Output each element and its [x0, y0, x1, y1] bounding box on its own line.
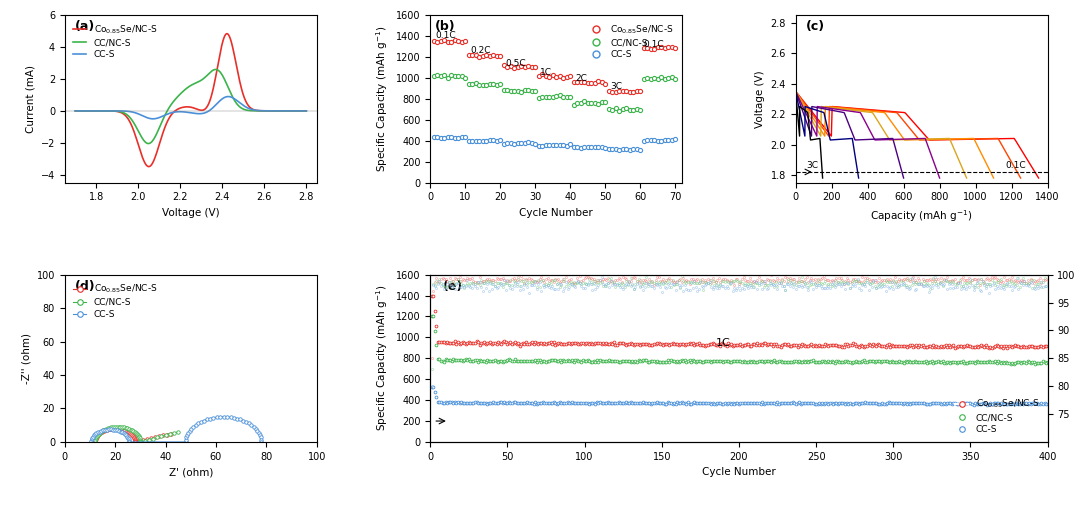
Y-axis label: Current (mA): Current (mA): [25, 65, 36, 133]
X-axis label: Capacity (mAh g$^{-1}$): Capacity (mAh g$^{-1}$): [870, 208, 973, 224]
Text: (c): (c): [806, 20, 825, 33]
Text: 0.5C: 0.5C: [505, 58, 526, 68]
Legend: Co$_{0.85}$Se/NC-S, CC/NC-S, CC-S: Co$_{0.85}$Se/NC-S, CC/NC-S, CC-S: [951, 394, 1043, 437]
Text: 2C: 2C: [576, 74, 588, 83]
Text: (a): (a): [75, 20, 95, 33]
Text: 0.1C: 0.1C: [644, 40, 664, 49]
Text: 3C: 3C: [610, 82, 622, 91]
X-axis label: Voltage (V): Voltage (V): [162, 208, 219, 218]
X-axis label: Cycle Number: Cycle Number: [519, 208, 593, 218]
X-axis label: Z' (ohm): Z' (ohm): [168, 467, 213, 477]
Text: (b): (b): [435, 20, 456, 33]
Y-axis label: -Z'' (ohm): -Z'' (ohm): [22, 333, 31, 384]
Text: 1C: 1C: [540, 68, 553, 77]
Legend: Co$_{0.85}$Se/NC-S, CC/NC-S, CC-S: Co$_{0.85}$Se/NC-S, CC/NC-S, CC-S: [69, 279, 161, 322]
Text: (e): (e): [443, 279, 463, 293]
X-axis label: Cycle Number: Cycle Number: [702, 467, 775, 477]
Y-axis label: Specific Capacity (mAh g$^{-1}$): Specific Capacity (mAh g$^{-1}$): [375, 26, 390, 172]
Y-axis label: Voltage (V): Voltage (V): [755, 70, 765, 128]
Legend: Co$_{0.85}$Se/NC-S, CC/NC-S, CC-S: Co$_{0.85}$Se/NC-S, CC/NC-S, CC-S: [586, 20, 677, 63]
Legend: Co$_{0.85}$Se/NC-S, CC/NC-S, CC-S: Co$_{0.85}$Se/NC-S, CC/NC-S, CC-S: [69, 20, 161, 63]
Text: (d): (d): [75, 279, 95, 293]
Y-axis label: Specific Capacity (mAh g$^{-1}$): Specific Capacity (mAh g$^{-1}$): [375, 285, 390, 431]
Text: 0.2C: 0.2C: [471, 46, 491, 55]
Text: 1C: 1C: [716, 338, 731, 348]
Text: 0.1C: 0.1C: [435, 31, 456, 40]
Text: 3C: 3C: [807, 162, 819, 170]
Text: 0.1C: 0.1C: [1005, 162, 1026, 170]
